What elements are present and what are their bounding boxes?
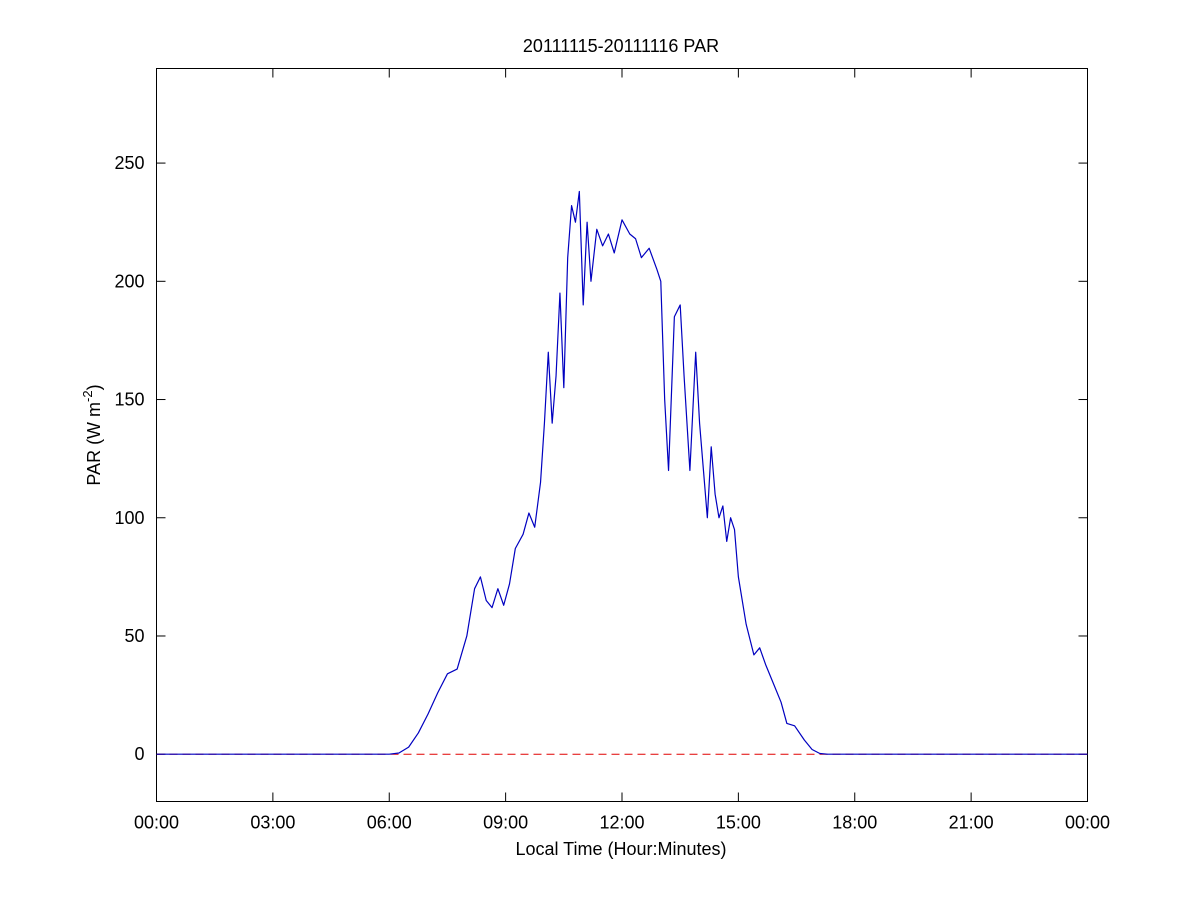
data-line	[156, 190, 1088, 755]
y-label-sup: -2	[80, 390, 95, 402]
x-tick-label: 12:00	[599, 813, 644, 833]
y-label-tail: )	[84, 384, 104, 390]
x-tick-label: 09:00	[483, 813, 528, 833]
x-tick-label: 00:00	[1065, 813, 1110, 833]
y-label-main: PAR (W m	[84, 402, 104, 486]
y-tick-label: 100	[114, 508, 144, 528]
y-tick-label: 50	[124, 626, 144, 646]
chart-title: 20111115-20111116 PAR	[523, 36, 719, 56]
y-tick-label: 250	[114, 153, 144, 173]
y-tick-label: 150	[114, 390, 144, 410]
y-axis-label: PAR (W m-2)	[80, 384, 104, 485]
x-tick-label: 21:00	[949, 813, 994, 833]
x-tick-label: 00:00	[134, 813, 179, 833]
x-tick-label: 03:00	[250, 813, 295, 833]
y-tick-label: 0	[134, 744, 144, 764]
plot-box	[156, 68, 1088, 802]
x-axis-label: Local Time (Hour:Minutes)	[515, 839, 726, 859]
y-tick-label: 200	[114, 271, 144, 291]
x-tick-label: 06:00	[367, 813, 412, 833]
x-tick-label: 18:00	[832, 813, 877, 833]
x-tick-label: 15:00	[716, 813, 761, 833]
